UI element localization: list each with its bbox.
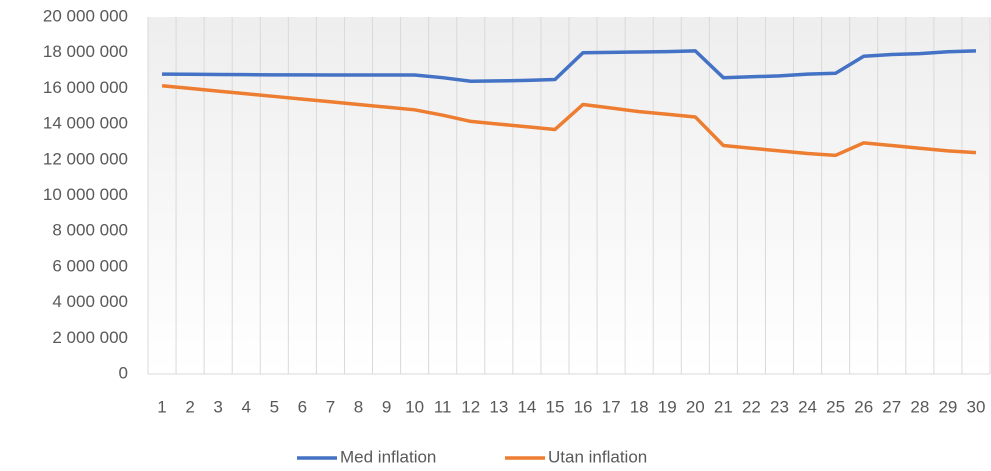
y-tick-label: 14 000 000	[43, 114, 128, 133]
y-tick-label: 18 000 000	[43, 42, 128, 61]
x-tick-label: 15	[546, 397, 565, 416]
x-tick-label: 7	[326, 397, 335, 416]
x-tick-label: 24	[798, 397, 817, 416]
x-tick-label: 9	[382, 397, 391, 416]
x-tick-label: 6	[298, 397, 307, 416]
y-tick-label: 6 000 000	[52, 256, 128, 275]
series-line	[162, 49, 977, 84]
y-tick-label: 8 000 000	[52, 221, 128, 240]
x-tick-label: 17	[602, 397, 621, 416]
x-tick-label: 16	[574, 397, 593, 416]
x-tick-label: 23	[770, 397, 789, 416]
x-tick-label: 13	[489, 397, 508, 416]
y-tick-label: 4 000 000	[52, 292, 128, 311]
x-tick-label: 18	[630, 397, 649, 416]
y-tick-label: 2 000 000	[52, 328, 128, 347]
x-tick-label: 3	[213, 397, 222, 416]
x-tick-label: 10	[405, 397, 424, 416]
x-tick-label: 5	[270, 397, 279, 416]
x-tick-label: 8	[354, 397, 363, 416]
y-tick-label: 16 000 000	[43, 78, 128, 97]
x-tick-label: 22	[742, 397, 761, 416]
x-tick-label: 26	[854, 397, 873, 416]
x-tick-label: 21	[714, 397, 733, 416]
x-tick-label: 2	[185, 397, 194, 416]
x-tick-label: 28	[910, 397, 929, 416]
x-tick-label: 19	[658, 397, 677, 416]
x-tick-label: 25	[826, 397, 845, 416]
x-tick-label: 1	[157, 397, 166, 416]
x-tick-label: 27	[882, 397, 901, 416]
y-tick-label: 10 000 000	[43, 185, 128, 204]
legend-label: Utan inflation	[548, 447, 647, 466]
x-tick-label: 12	[461, 397, 480, 416]
y-tick-label: 20 000 000	[43, 6, 128, 25]
x-tick-label: 11	[434, 397, 452, 416]
y-tick-label: 12 000 000	[43, 149, 128, 168]
x-tick-label: 29	[938, 397, 957, 416]
x-tick-label: 4	[241, 397, 250, 416]
y-tick-label: 0	[119, 363, 128, 382]
legend-label: Med inflation	[340, 447, 436, 466]
x-tick-label: 30	[967, 397, 986, 416]
x-tick-label: 20	[686, 397, 705, 416]
series-line	[161, 83, 977, 158]
x-tick-label: 14	[517, 397, 536, 416]
